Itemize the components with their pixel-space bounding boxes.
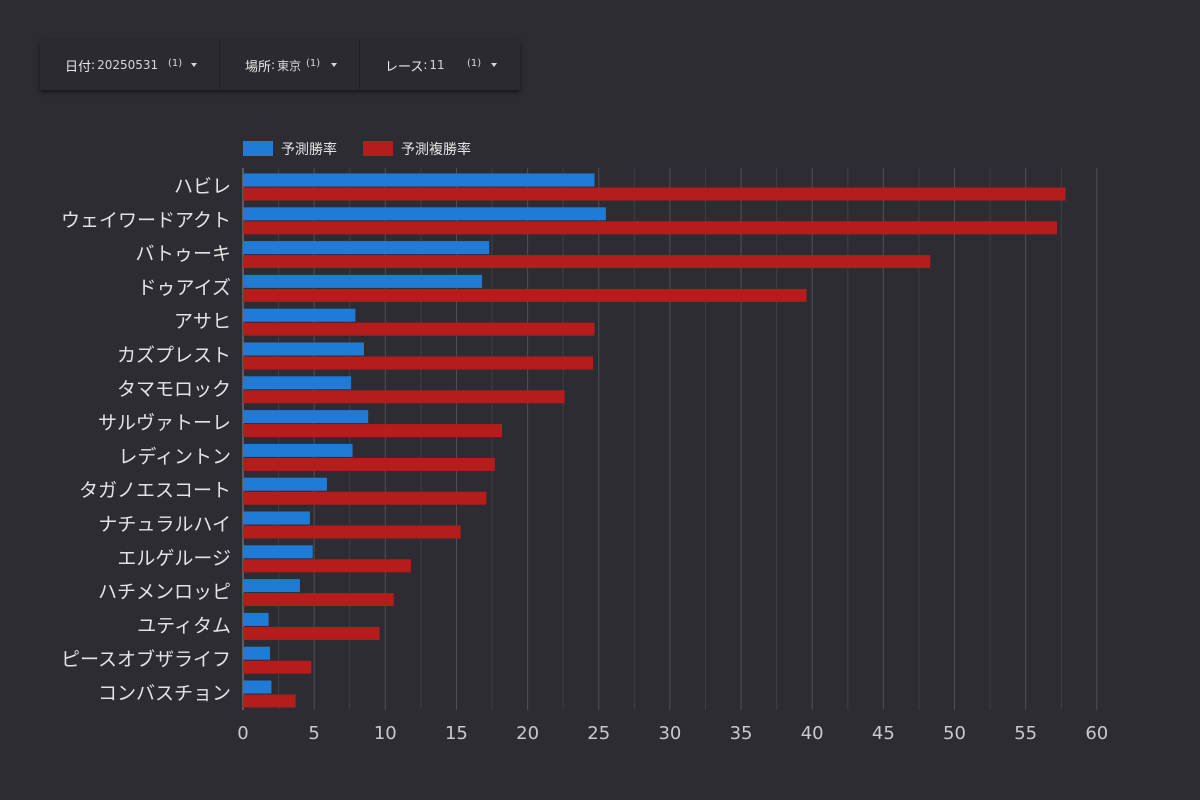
place-rate-bar <box>243 255 931 269</box>
category-label: カズプレスト <box>117 345 231 367</box>
race-filter-label: レース <box>385 59 424 75</box>
win-rate-bar <box>243 443 353 457</box>
win-rate-bar <box>243 241 490 255</box>
category-label: タガノエスコート <box>79 480 231 502</box>
win-rate-bar <box>243 376 352 390</box>
win-rate-bar <box>243 173 595 187</box>
category-label: サルヴァトーレ <box>98 412 231 434</box>
place-filter-count: (1) <box>306 58 321 69</box>
category-label: ピースオブザライフ <box>61 648 231 671</box>
category-label: ユティタム <box>137 615 231 637</box>
category-label: コンバスチョン <box>98 683 231 705</box>
win-rate-bar <box>243 342 364 356</box>
place-rate-bar <box>243 322 595 336</box>
legend-label: 予測勝率 <box>281 141 337 158</box>
win-rate-bar <box>243 207 606 221</box>
win-rate-bar <box>243 612 269 626</box>
race-filter-count: (1) <box>467 58 482 69</box>
win-rate-bar <box>243 308 356 322</box>
place-rate-bar <box>243 390 565 404</box>
x-tick-label: 60 <box>1085 723 1108 744</box>
filter-bar: 日付: 20250531 (1) 場所: 東京 (1) レース: 11 (1) <box>40 40 520 90</box>
category-label: アサヒ <box>174 311 231 333</box>
x-tick-label: 50 <box>943 723 966 744</box>
place-rate-bar <box>243 221 1057 235</box>
date-filter-label: 日付 <box>65 59 92 75</box>
category-label: タマモロック <box>117 378 231 400</box>
x-tick-label: 20 <box>516 723 539 744</box>
win-rate-bar <box>243 274 483 288</box>
x-tick-label: 25 <box>587 723 610 744</box>
place-rate-bar <box>243 559 411 573</box>
place-rate-bar <box>243 660 312 674</box>
date-filter-value: 20250531 <box>97 58 159 72</box>
win-rate-bar <box>243 410 369 424</box>
win-rate-bar <box>243 511 310 525</box>
date-filter-count: (1) <box>168 58 183 69</box>
x-tick-label: 40 <box>801 723 824 744</box>
x-tick-label: 0 <box>237 723 248 744</box>
place-rate-bar <box>243 356 594 370</box>
category-label: ナチュラルハイ <box>98 514 231 536</box>
category-label: エルゲルージ <box>117 547 231 569</box>
x-tick-label: 30 <box>658 723 681 744</box>
place-rate-bar <box>243 288 807 302</box>
place-rate-bar <box>243 424 502 438</box>
win-rate-bar <box>243 477 327 491</box>
place-rate-bar <box>243 626 380 640</box>
place-filter-dropdown-icon[interactable] <box>331 63 337 67</box>
legend-swatch <box>363 141 393 156</box>
x-tick-label: 15 <box>445 723 468 744</box>
legend-swatch <box>243 141 273 156</box>
category-label: ハチメンロッピ <box>98 581 231 603</box>
place-rate-bar <box>243 694 296 708</box>
race-filter[interactable]: レース: 11 (1) <box>360 40 520 90</box>
legend-label: 予測複勝率 <box>401 141 471 158</box>
x-tick-label: 5 <box>308 723 319 744</box>
x-tick-label: 55 <box>1014 723 1037 744</box>
place-rate-bar <box>243 593 394 607</box>
date-filter[interactable]: 日付: 20250531 (1) <box>40 40 220 90</box>
place-rate-bar <box>243 525 461 539</box>
x-tick-label: 35 <box>730 723 753 744</box>
win-rate-bar <box>243 680 272 694</box>
win-rate-bar <box>243 545 313 559</box>
place-filter[interactable]: 場所: 東京 (1) <box>220 40 360 90</box>
race-filter-value: 11 <box>429 58 445 72</box>
place-rate-bar <box>243 457 495 471</box>
win-rate-bar <box>243 579 300 593</box>
category-label: ドゥアイズ <box>138 277 231 299</box>
date-filter-dropdown-icon[interactable] <box>191 63 197 67</box>
x-tick-label: 45 <box>872 723 895 744</box>
category-label: ハビレ <box>174 176 231 198</box>
x-tick-label: 10 <box>374 723 397 744</box>
category-label: バトゥーキ <box>135 243 231 265</box>
race-filter-dropdown-icon[interactable] <box>491 63 497 67</box>
category-label: レディントン <box>118 446 231 468</box>
place-filter-value: 東京 <box>277 58 302 73</box>
place-rate-bar <box>243 187 1066 201</box>
category-label: ウェイワードアクト <box>61 209 231 231</box>
place-rate-bar <box>243 491 487 505</box>
place-filter-label: 場所 <box>245 59 272 75</box>
win-rate-bar <box>243 646 271 660</box>
